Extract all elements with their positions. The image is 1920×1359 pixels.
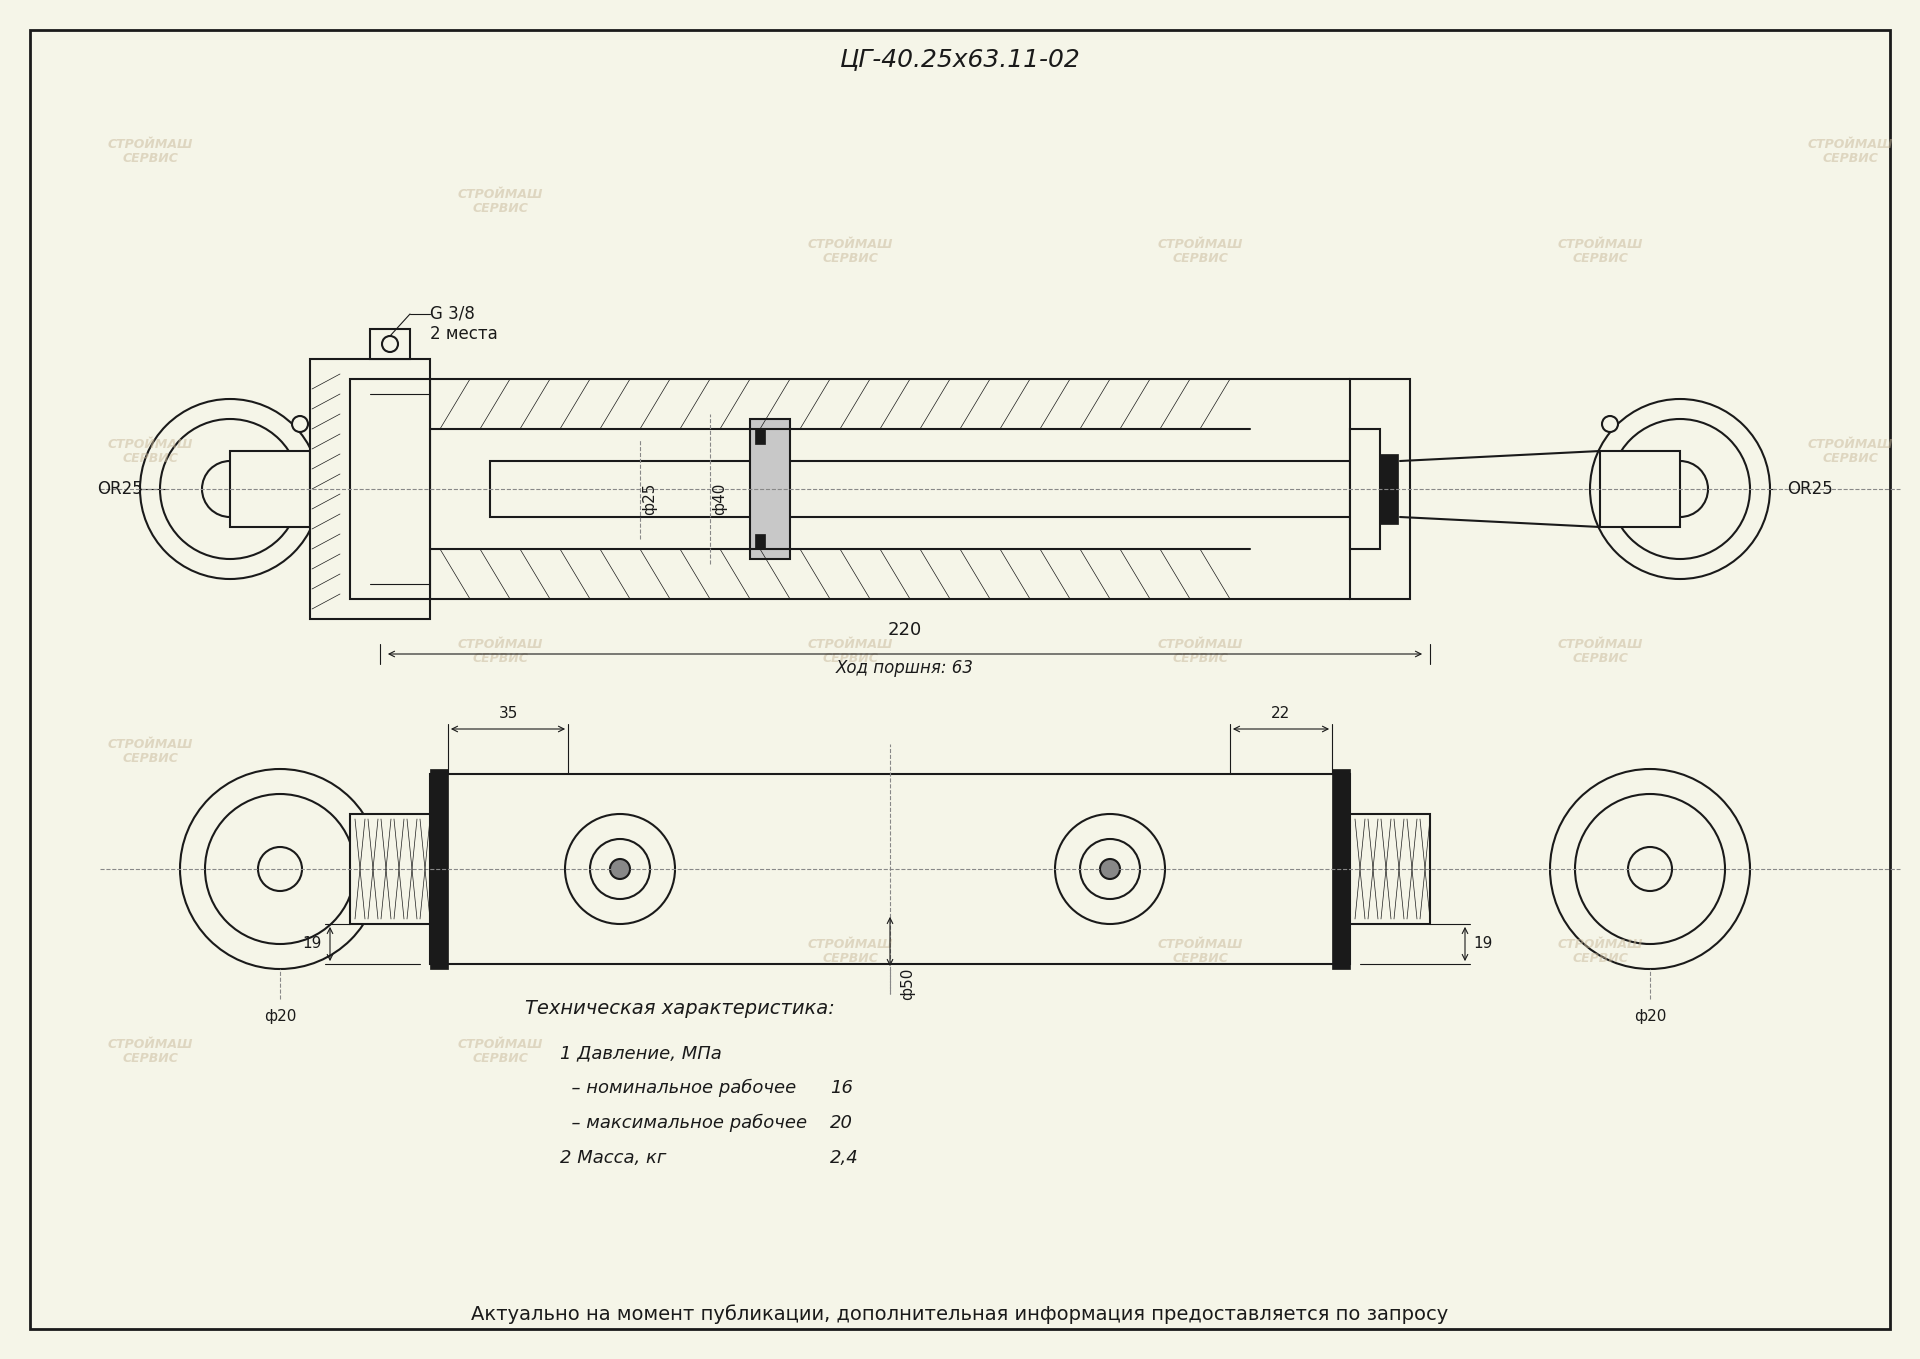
Text: СЕРВИС: СЕРВИС	[472, 652, 528, 666]
Text: G 3/8: G 3/8	[430, 304, 474, 323]
Text: СЕРВИС: СЕРВИС	[123, 453, 179, 466]
Text: СТРОЙМАШ: СТРОЙМАШ	[108, 1037, 192, 1051]
Text: СТРОЙМАШ: СТРОЙМАШ	[1557, 637, 1644, 651]
Text: 2 Масса, кг: 2 Масса, кг	[561, 1148, 666, 1167]
Bar	[349, 379, 430, 599]
Text: СТРОЙМАШ: СТРОЙМАШ	[806, 238, 893, 250]
Text: Ход поршня: 63: Ход поршня: 63	[835, 659, 973, 677]
Bar	[349, 814, 430, 924]
Bar	[230, 451, 309, 527]
Circle shape	[382, 336, 397, 352]
Text: ЦГ-40.25х63.11-02: ЦГ-40.25х63.11-02	[839, 48, 1081, 71]
Circle shape	[159, 419, 300, 559]
Bar	[755, 429, 764, 444]
Text: ф50: ф50	[900, 968, 916, 1000]
Text: – максимальное рабочее: – максимальное рабочее	[561, 1114, 806, 1132]
Text: СЕРВИС: СЕРВИС	[123, 1052, 179, 1065]
Circle shape	[292, 416, 307, 432]
Text: СТРОЙМАШ: СТРОЙМАШ	[457, 1037, 543, 1051]
Text: СТРОЙМАШ: СТРОЙМАШ	[108, 438, 192, 450]
Text: СТРОЙМАШ: СТРОЙМАШ	[1807, 438, 1893, 450]
Bar	[490, 461, 1400, 516]
Text: OR25: OR25	[98, 480, 142, 497]
Text: СТРОЙМАШ: СТРОЙМАШ	[457, 637, 543, 651]
Text: СТРОЙМАШ: СТРОЙМАШ	[457, 188, 543, 201]
Text: 19: 19	[303, 936, 323, 951]
Text: СЕРВИС: СЕРВИС	[822, 953, 877, 965]
Text: ф25: ф25	[643, 482, 657, 515]
Bar	[1350, 379, 1409, 599]
Circle shape	[589, 839, 651, 900]
Bar	[1350, 429, 1380, 549]
Bar	[371, 329, 411, 359]
Text: СЕРВИС: СЕРВИС	[1822, 453, 1878, 466]
Text: 220: 220	[887, 621, 922, 639]
Text: 1 Давление, МПа: 1 Давление, МПа	[561, 1044, 722, 1061]
Circle shape	[257, 847, 301, 892]
Bar	[1599, 451, 1680, 527]
Text: СЕРВИС: СЕРВИС	[1572, 652, 1628, 666]
Text: СЕРВИС: СЕРВИС	[472, 1052, 528, 1065]
Text: СТРОЙМАШ: СТРОЙМАШ	[1557, 938, 1644, 950]
Text: 20: 20	[829, 1114, 852, 1132]
Text: СТРОЙМАШ: СТРОЙМАШ	[1158, 637, 1242, 651]
Text: OR25: OR25	[1788, 480, 1834, 497]
Text: СЕРВИС: СЕРВИС	[123, 753, 179, 765]
Text: 22: 22	[1271, 705, 1290, 722]
Text: СТРОЙМАШ: СТРОЙМАШ	[806, 938, 893, 950]
Text: СТРОЙМАШ: СТРОЙМАШ	[108, 738, 192, 750]
Circle shape	[1054, 814, 1165, 924]
Text: 2,4: 2,4	[829, 1148, 858, 1167]
Circle shape	[1628, 847, 1672, 892]
Circle shape	[1079, 839, 1140, 900]
Circle shape	[1651, 461, 1709, 516]
Text: 16: 16	[829, 1079, 852, 1097]
Bar	[1350, 814, 1430, 924]
Circle shape	[1601, 416, 1619, 432]
Circle shape	[1574, 794, 1724, 945]
Text: 2 места: 2 места	[430, 325, 497, 342]
Bar	[1380, 454, 1398, 525]
Bar	[430, 769, 447, 969]
Text: СТРОЙМАШ: СТРОЙМАШ	[1807, 137, 1893, 151]
Text: СТРОЙМАШ: СТРОЙМАШ	[806, 637, 893, 651]
Text: СЕРВИС: СЕРВИС	[1572, 953, 1628, 965]
Circle shape	[611, 859, 630, 879]
Circle shape	[1549, 769, 1749, 969]
Text: СЕРВИС: СЕРВИС	[123, 152, 179, 166]
Text: СЕРВИС: СЕРВИС	[1171, 253, 1229, 265]
Text: СЕРВИС: СЕРВИС	[1171, 652, 1229, 666]
Text: СТРОЙМАШ: СТРОЙМАШ	[108, 137, 192, 151]
Text: ф20: ф20	[263, 1008, 296, 1023]
Bar	[755, 534, 764, 549]
Text: Техническая характеристика:: Техническая характеристика:	[524, 999, 835, 1018]
Text: СЕРВИС: СЕРВИС	[822, 253, 877, 265]
Circle shape	[180, 769, 380, 969]
Circle shape	[202, 461, 257, 516]
Text: ф40: ф40	[712, 482, 728, 515]
Text: СТРОЙМАШ: СТРОЙМАШ	[1158, 238, 1242, 250]
Text: СТРОЙМАШ: СТРОЙМАШ	[1557, 238, 1644, 250]
Bar	[751, 419, 789, 559]
Circle shape	[140, 400, 321, 579]
Circle shape	[564, 814, 676, 924]
Circle shape	[1590, 400, 1770, 579]
Text: СЕРВИС: СЕРВИС	[822, 652, 877, 666]
Text: – номинальное рабочее: – номинальное рабочее	[561, 1079, 797, 1097]
Circle shape	[205, 794, 355, 945]
Text: СТРОЙМАШ: СТРОЙМАШ	[1158, 938, 1242, 950]
Bar	[309, 359, 430, 618]
Bar	[1332, 769, 1350, 969]
Bar	[430, 775, 1350, 964]
Text: СЕРВИС: СЕРВИС	[1572, 253, 1628, 265]
Text: СЕРВИС: СЕРВИС	[1822, 152, 1878, 166]
Circle shape	[1100, 859, 1119, 879]
Text: СЕРВИС: СЕРВИС	[1171, 953, 1229, 965]
Text: Актуально на момент публикации, дополнительная информация предоставляется по зап: Актуально на момент публикации, дополнит…	[472, 1305, 1448, 1324]
Text: 19: 19	[1473, 936, 1492, 951]
Text: 35: 35	[499, 705, 518, 722]
Text: ф20: ф20	[1634, 1008, 1667, 1023]
Circle shape	[1611, 419, 1749, 559]
Text: СЕРВИС: СЕРВИС	[472, 202, 528, 216]
